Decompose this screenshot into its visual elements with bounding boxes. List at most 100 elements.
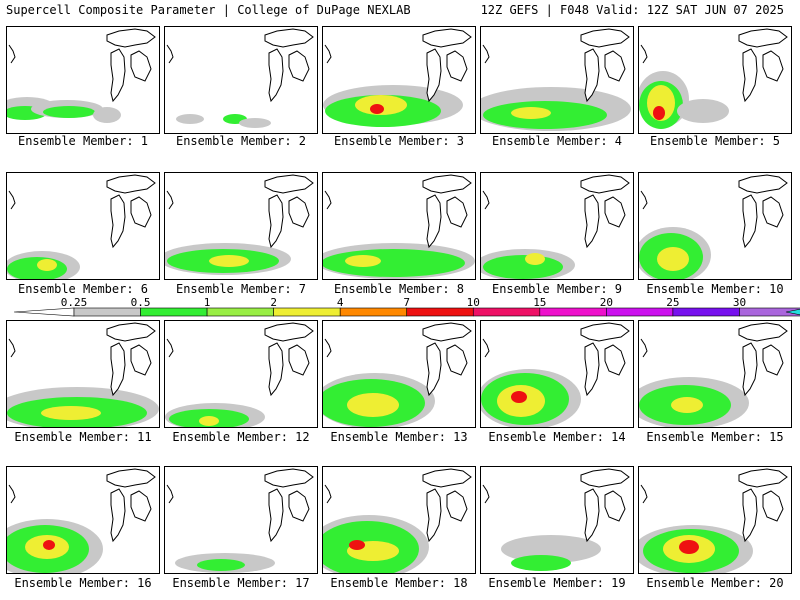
member-map-svg xyxy=(165,322,314,427)
colorbar-segment xyxy=(206,307,274,317)
lake-outline xyxy=(288,490,310,522)
ensemble-member-label: Ensemble Member: 11 xyxy=(14,430,152,444)
scp-contour-blob xyxy=(197,559,245,571)
lake-outline xyxy=(106,174,156,194)
ensemble-member-map xyxy=(6,320,160,428)
colorbar-segment xyxy=(472,307,541,317)
lake-outline xyxy=(446,196,468,228)
ensemble-member-label: Ensemble Member: 20 xyxy=(646,576,784,590)
coastline xyxy=(482,338,490,358)
lake-outline xyxy=(130,344,152,376)
ensemble-member-label: Ensemble Member: 15 xyxy=(646,430,784,444)
scp-contour-blob xyxy=(37,259,57,271)
ensemble-member-map xyxy=(638,466,792,574)
lake-outline xyxy=(110,488,126,543)
member-map-svg xyxy=(7,322,159,427)
lake-outline xyxy=(426,342,442,397)
ensemble-member-label: Ensemble Member: 14 xyxy=(488,430,626,444)
lake-outline xyxy=(110,342,126,397)
scp-contour-blob xyxy=(41,406,101,420)
scp-contour-blob xyxy=(239,118,271,128)
ensemble-member-map xyxy=(480,172,634,280)
ensemble-member-label: Ensemble Member: 6 xyxy=(17,282,149,296)
ensemble-member-label: Ensemble Member: 7 xyxy=(175,282,307,296)
lake-outline xyxy=(584,194,600,249)
member-map-svg xyxy=(323,28,472,127)
scp-contour-blob xyxy=(199,416,219,426)
colorbar-segment xyxy=(672,307,740,317)
lake-outline xyxy=(422,28,472,48)
member-map-svg xyxy=(639,28,788,129)
lake-outline xyxy=(426,48,442,103)
ensemble-member-label: Ensemble Member: 17 xyxy=(172,576,310,590)
lake-outline xyxy=(264,174,314,194)
model-run-info: 12Z GEFS | F048 Valid: 12Z SAT JUN 07 20… xyxy=(480,3,784,17)
lake-outline xyxy=(422,174,472,194)
scp-contour-blob xyxy=(349,540,365,550)
colorbar-tick-label: 30 xyxy=(733,296,746,309)
colorbar-segment xyxy=(606,307,674,317)
lake-outline xyxy=(604,50,626,82)
lake-outline xyxy=(110,48,126,103)
ensemble-member-label: Ensemble Member: 8 xyxy=(333,282,465,296)
lake-outline xyxy=(604,490,626,522)
coastline xyxy=(324,338,332,358)
ensemble-member-label: Ensemble Member: 12 xyxy=(172,430,310,444)
member-map-svg xyxy=(7,28,156,123)
lake-outline xyxy=(584,342,600,397)
lake-outline xyxy=(288,344,310,376)
lake-outline xyxy=(446,50,468,82)
member-map-svg xyxy=(639,322,788,427)
lake-outline xyxy=(446,344,468,376)
coastline xyxy=(482,484,490,504)
coastline xyxy=(324,44,332,64)
lake-outline xyxy=(422,468,472,488)
lake-outline xyxy=(130,196,152,228)
scp-contour-blob xyxy=(323,249,465,277)
coastline xyxy=(640,190,648,210)
lake-outline xyxy=(580,174,630,194)
coastline xyxy=(166,190,174,210)
member-map-svg xyxy=(639,174,788,279)
member-map-svg xyxy=(7,468,156,573)
coastline xyxy=(482,190,490,210)
lake-outline xyxy=(738,468,788,488)
colorbar-tick-label: 0.5 xyxy=(131,296,151,309)
lake-outline xyxy=(288,50,310,82)
lake-outline xyxy=(738,28,788,48)
member-map-svg xyxy=(7,174,156,279)
lake-outline xyxy=(268,488,284,543)
scp-contour-blob xyxy=(43,106,95,118)
lake-outline xyxy=(584,488,600,543)
lake-outline xyxy=(738,322,788,342)
colorbar-tick-label: 2 xyxy=(270,296,277,309)
lake-outline xyxy=(446,490,468,522)
colorbar-tick-label: 15 xyxy=(533,296,546,309)
colorbar-segment xyxy=(73,307,141,317)
colorbar-tick-label: 4 xyxy=(337,296,344,309)
lake-outline xyxy=(604,196,626,228)
colorbar-segment xyxy=(739,307,800,317)
ensemble-member-map xyxy=(638,172,792,280)
member-map-svg xyxy=(166,468,314,573)
coastline xyxy=(166,484,174,504)
ensemble-member-map xyxy=(480,466,634,574)
ensemble-member-map xyxy=(164,320,318,428)
lake-outline xyxy=(426,194,442,249)
lake-outline xyxy=(426,488,442,543)
colorbar-tick-label: 7 xyxy=(403,296,410,309)
coastline xyxy=(8,190,16,210)
member-map-svg xyxy=(323,468,472,573)
ensemble-member-label: Ensemble Member: 19 xyxy=(488,576,626,590)
colorbar-tick-label: 25 xyxy=(666,296,679,309)
lake-outline xyxy=(106,322,156,342)
scp-contour-blob xyxy=(511,555,571,571)
ensemble-member-map xyxy=(164,172,318,280)
ensemble-member-map xyxy=(638,26,792,134)
scp-contour-blob xyxy=(345,255,381,267)
lake-outline xyxy=(762,490,784,522)
lake-outline xyxy=(130,490,152,522)
scp-contour-blob xyxy=(43,540,55,550)
member-map-svg xyxy=(323,174,475,279)
member-map-svg xyxy=(481,174,630,279)
